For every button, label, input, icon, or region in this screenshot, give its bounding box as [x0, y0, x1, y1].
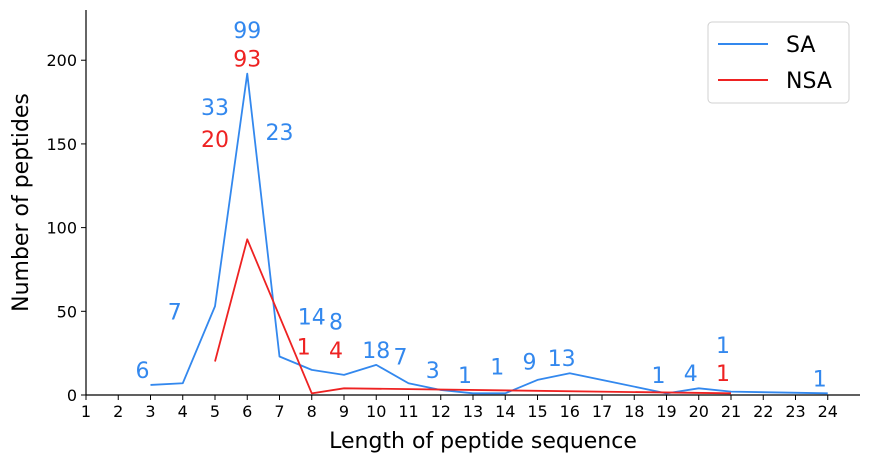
data-label: 1: [458, 364, 472, 389]
x-tick-label: 5: [210, 402, 220, 421]
data-label: 33: [201, 96, 229, 121]
data-label: 1: [651, 364, 665, 389]
x-axis-title: Length of peptide sequence: [329, 429, 637, 454]
legend: SA NSA: [707, 21, 850, 104]
series-line-nsa: [214, 238, 732, 395]
data-label: 1: [716, 334, 730, 359]
data-label: 7: [168, 300, 182, 325]
y-tick-label: 0: [67, 386, 77, 405]
x-tick-label: 10: [366, 402, 386, 421]
data-label: 93: [233, 48, 261, 73]
y-tick-label: 100: [46, 219, 77, 238]
data-label: 4: [684, 362, 698, 387]
x-tick-label: 12: [431, 402, 451, 421]
x-tick-label: 16: [560, 402, 580, 421]
data-label: 8: [329, 310, 343, 335]
x-tick-label: 8: [307, 402, 317, 421]
x-tick-label: 15: [527, 402, 547, 421]
x-tick-label: 1: [81, 402, 91, 421]
legend-label-sa: SA: [786, 33, 815, 58]
x-tick-label: 24: [818, 402, 838, 421]
x-tick-label: 9: [339, 402, 349, 421]
y-tick-label: 50: [57, 302, 77, 321]
data-label: 13: [548, 347, 576, 372]
x-tick-label: 3: [145, 402, 155, 421]
data-label: 7: [393, 346, 407, 371]
x-tick-label: 13: [463, 402, 483, 421]
data-label: 20: [201, 128, 229, 153]
x-tick-label: 7: [274, 402, 284, 421]
data-label: 99: [233, 19, 261, 44]
data-label: 6: [135, 359, 149, 384]
x-tick-label: 17: [592, 402, 612, 421]
series-layer: [150, 72, 828, 395]
data-label: 23: [266, 121, 294, 146]
x-tick-label: 14: [495, 402, 515, 421]
y-axis-title: Number of peptides: [9, 93, 34, 312]
x-tick-label: 23: [785, 402, 805, 421]
x-tick-label: 21: [721, 402, 741, 421]
data-label: 14: [298, 305, 326, 330]
legend-label-nsa: NSA: [786, 69, 832, 94]
x-tick-label: 2: [113, 402, 123, 421]
x-tick-label: 4: [178, 402, 188, 421]
x-tick-label: 11: [398, 402, 418, 421]
data-label: 9: [522, 351, 536, 376]
data-label: 1: [297, 335, 311, 360]
data-label: 4: [329, 339, 343, 364]
y-tick-label: 150: [46, 135, 77, 154]
data-label: 3: [426, 359, 440, 384]
data-label: 1: [490, 356, 504, 381]
x-tick-label: 18: [624, 402, 644, 421]
y-tick-label: 200: [46, 51, 77, 70]
x-tick-label: 19: [656, 402, 676, 421]
data-label: 1: [813, 367, 827, 392]
data-label: 1: [716, 362, 730, 387]
x-tick-label: 22: [753, 402, 773, 421]
axes-layer: 1 2 3 4 5 6 7 8 9 10 11 12 13 14 15 16 17 18 19 20 21 22 23 240…: [9, 10, 860, 454]
x-tick-label: 20: [689, 402, 709, 421]
data-label: 18: [362, 339, 390, 364]
x-tick-label: 6: [242, 402, 252, 421]
legend-box: [707, 21, 850, 104]
